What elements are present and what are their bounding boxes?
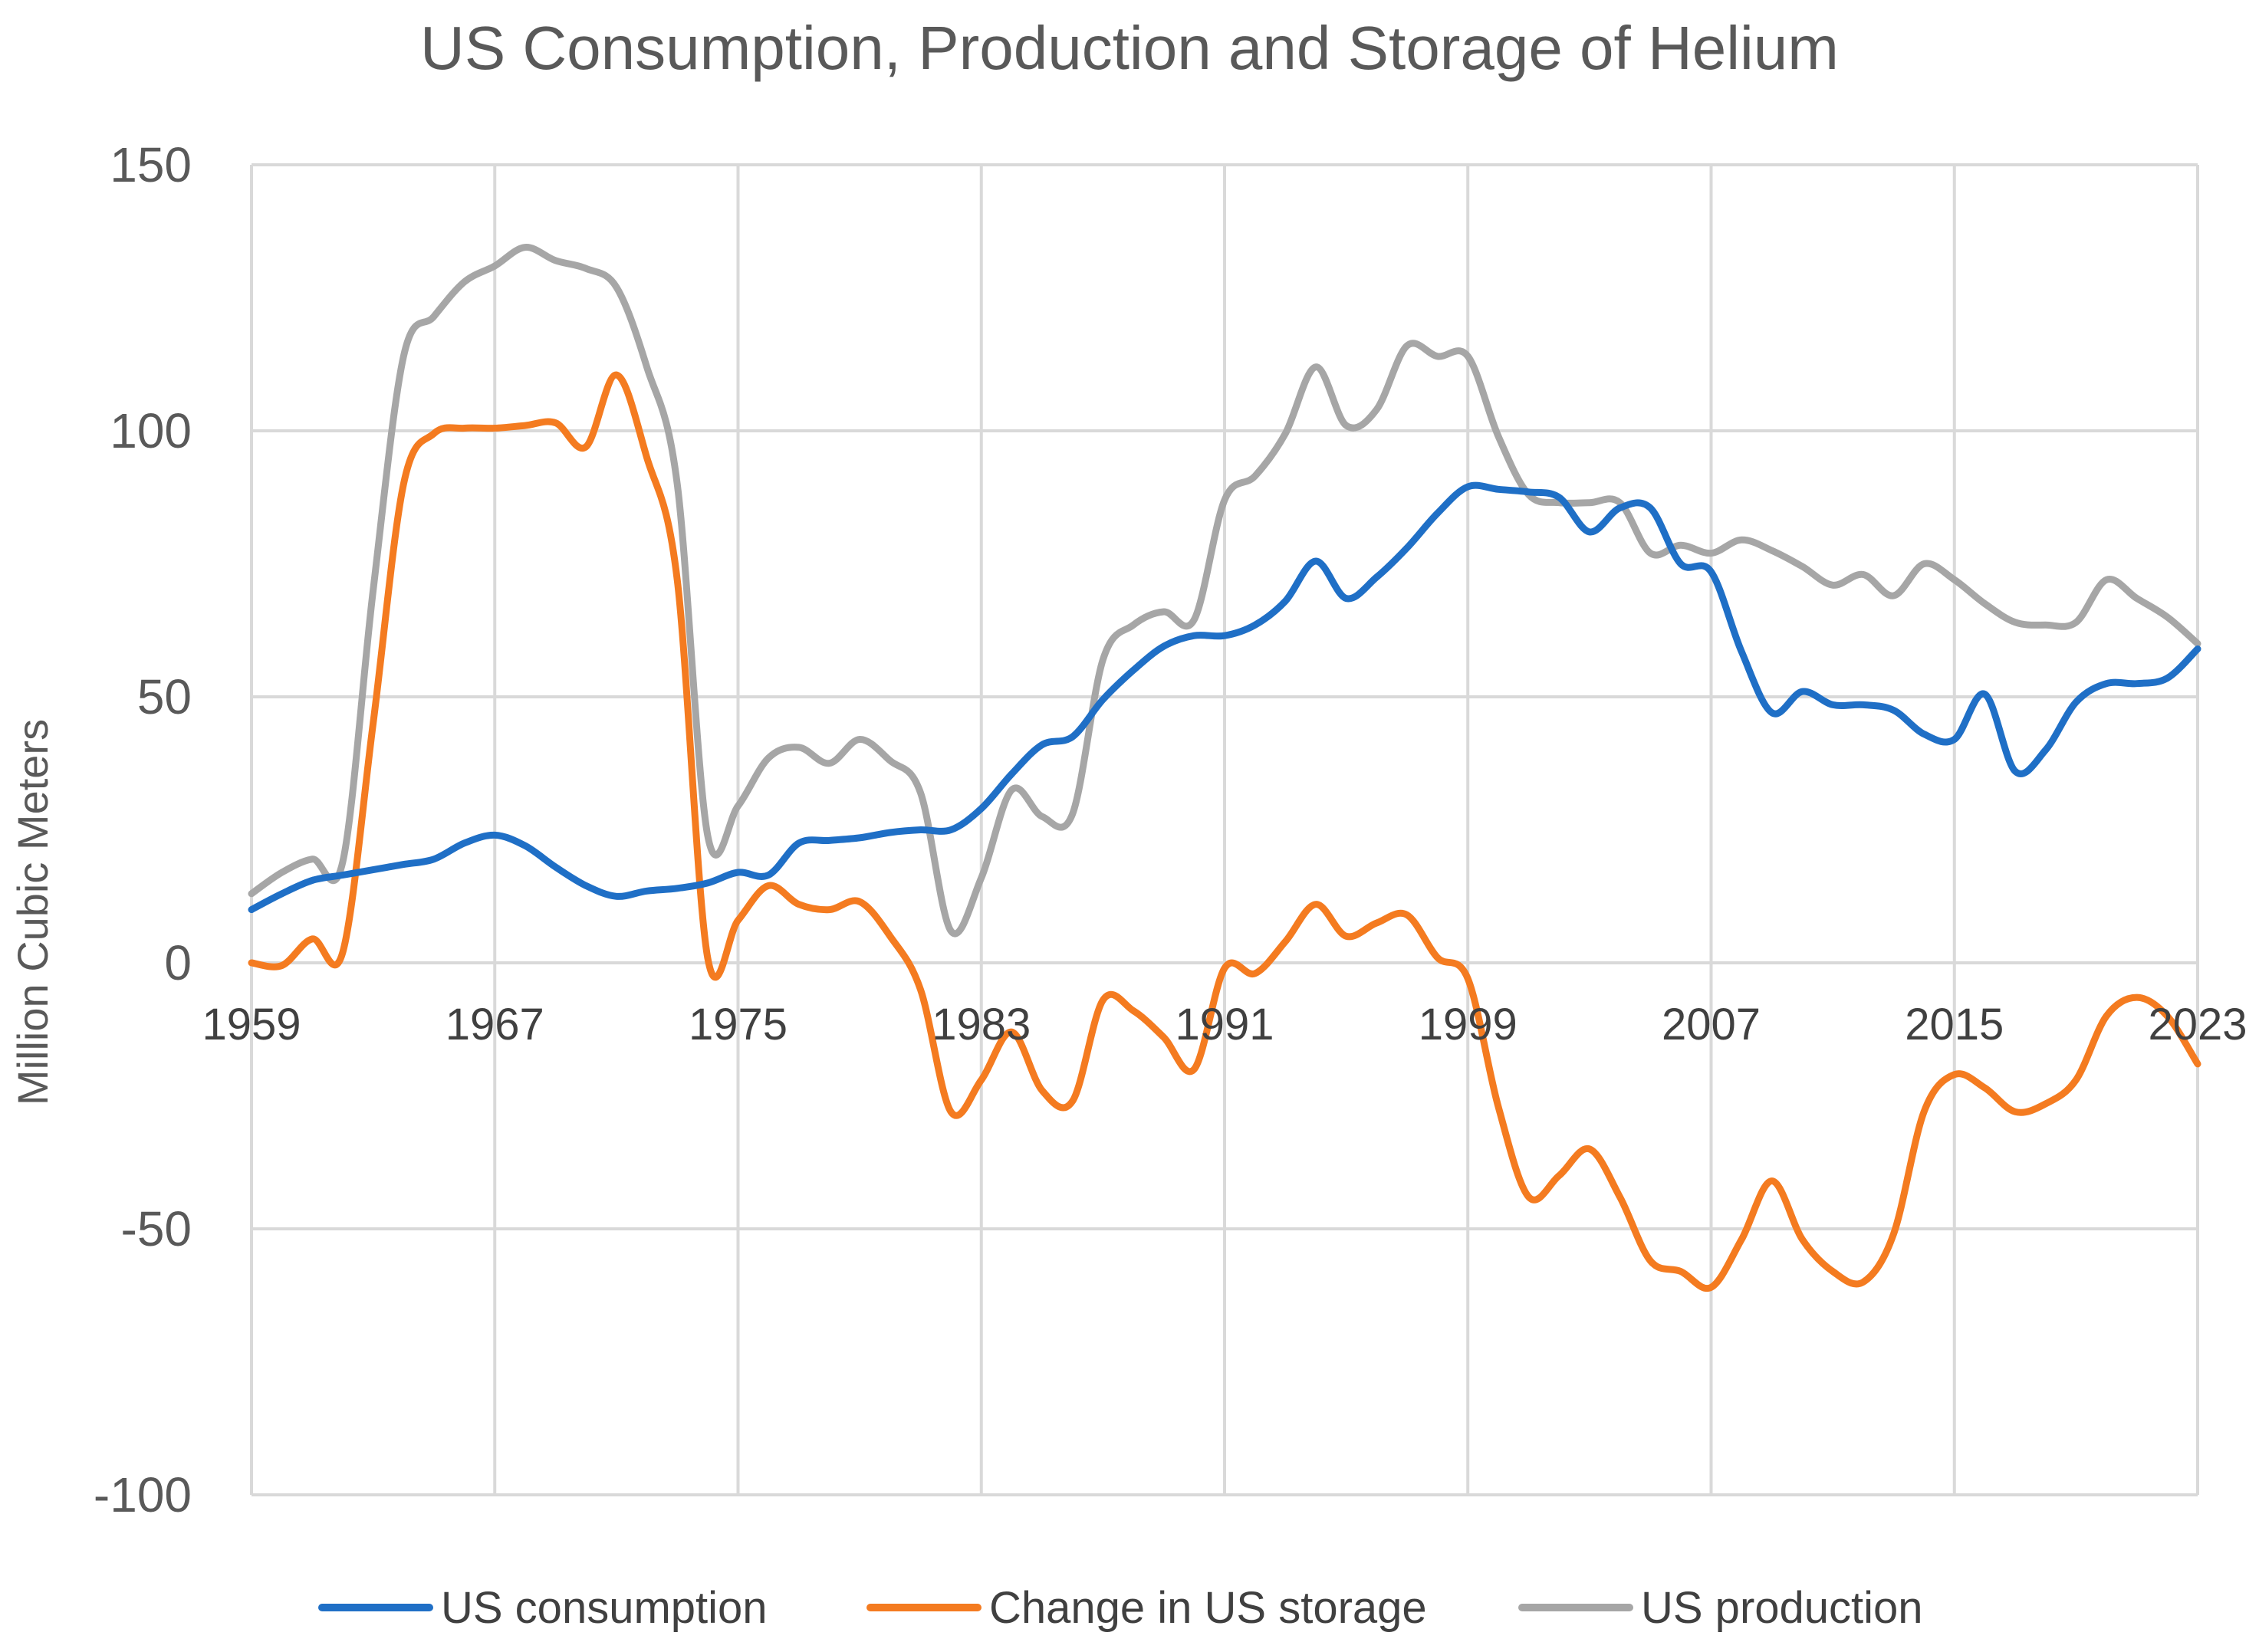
- x-tick-label: 1983: [932, 1000, 1031, 1049]
- y-tick-label: 100: [110, 403, 192, 458]
- legend-label: Change in US storage: [989, 1583, 1427, 1633]
- series-line-us-production: [248, 244, 2201, 938]
- legend: US consumption Change in US storage US pro…: [318, 1583, 1923, 1633]
- legend-label: US production: [1641, 1583, 1923, 1633]
- x-tick-label: 1991: [1175, 1000, 1274, 1049]
- x-tick-label: 1975: [689, 1000, 788, 1049]
- legend-label: US consumption: [441, 1583, 768, 1633]
- x-tick-label: 2023: [2148, 1000, 2247, 1049]
- series-line-change-in-us-storage: [248, 371, 2201, 1292]
- y-tick-label: -100: [94, 1467, 192, 1522]
- y-tick-label: -50: [121, 1201, 192, 1256]
- x-tick-label: 1959: [202, 1000, 301, 1049]
- legend-item-us-production: US production: [1518, 1583, 1923, 1633]
- x-tick-label: 2007: [1662, 1000, 1761, 1049]
- x-tick-label: 2015: [1905, 1000, 2004, 1049]
- series-lines: [248, 244, 2201, 1292]
- y-axis-label: Million Cubic Meters: [8, 719, 57, 1105]
- x-tick-label: 1999: [1419, 1000, 1518, 1049]
- x-tick-label: 1967: [446, 1000, 544, 1049]
- y-tick-label: 150: [110, 137, 192, 192]
- gridlines: [250, 163, 2199, 1496]
- y-tick-label: 0: [164, 935, 192, 990]
- y-tick-label: 50: [137, 669, 192, 724]
- series-line-us-consumption: [248, 481, 2201, 914]
- legend-item-change-in-us-storage: Change in US storage: [866, 1583, 1427, 1633]
- legend-item-us-consumption: US consumption: [318, 1583, 768, 1633]
- chart-title: US Consumption, Production and Storage o…: [420, 14, 1839, 82]
- y-axis-tick-labels: 150 100 50 0 -50 -100: [94, 137, 192, 1522]
- x-axis-tick-labels: 1959 1967 1975 1983 1991 1999 2007 2015 2023: [202, 1000, 2247, 1049]
